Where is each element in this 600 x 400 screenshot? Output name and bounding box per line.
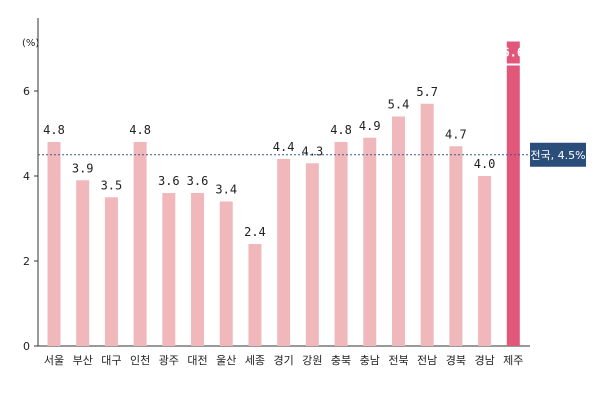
x-tick-label: 경남 [474,354,494,367]
bar [420,103,434,346]
data-label: 4.8 [43,123,65,137]
bar [506,65,520,346]
y-tick-label: 4 [23,170,30,183]
x-tick-label: 서울 [44,354,64,367]
data-label: 3.5 [101,178,123,192]
bar [363,137,377,346]
x-tick-label: 부산 [73,354,93,367]
x-tick-label: 전남 [417,354,437,367]
y-tick-label: 6 [23,85,30,98]
data-label: 4.7 [445,127,467,141]
x-tick-label: 세종 [245,354,265,367]
bar [478,176,492,346]
y-tick-label: 2 [23,255,30,268]
x-tick-label: 충북 [331,354,351,367]
x-tick-label: 대구 [101,354,121,367]
reference-label: 전국, 4.5% [530,149,585,162]
x-tick-label: 광주 [159,354,179,367]
bar [76,180,90,346]
x-tick-label: 경북 [446,354,466,367]
bar [162,193,176,346]
bar [219,201,233,346]
data-label: 4.9 [359,119,381,133]
y-tick-label: 0 [23,340,30,353]
data-label: 4.3 [302,144,324,158]
data-label: 3.6 [187,174,209,188]
bar [449,146,463,346]
bar [104,197,118,346]
data-label: 2.4 [244,225,266,239]
bar [305,163,319,346]
x-tick-label: 경기 [274,354,294,367]
data-label: 3.4 [215,183,237,197]
data-label: 5.4 [388,98,410,112]
bar [334,142,348,346]
y-unit-label: (%) [22,38,39,49]
highlight-value-box [506,41,520,64]
data-label: 6.6 [502,46,524,60]
x-tick-label: 인천 [130,353,150,367]
x-tick-label: 강원 [302,354,322,367]
x-tick-label: 대전 [187,354,207,367]
bar [277,159,291,346]
bar [133,142,147,346]
x-tick-label: 제주 [503,354,523,367]
bar [391,116,405,346]
x-tick-label: 충남 [360,354,380,367]
data-label: 4.0 [474,157,496,171]
data-label: 4.8 [129,123,151,137]
x-tick-label: 전북 [388,354,408,367]
bar [191,193,205,346]
data-label: 4.4 [273,140,295,154]
data-label: 5.7 [416,85,438,99]
bar [47,142,61,346]
reference-label-box [530,142,586,167]
x-tick-label: 울산 [216,354,236,367]
data-label: 3.9 [72,161,94,175]
data-label: 4.8 [330,123,352,137]
data-label: 3.6 [158,174,180,188]
bar [248,244,262,346]
